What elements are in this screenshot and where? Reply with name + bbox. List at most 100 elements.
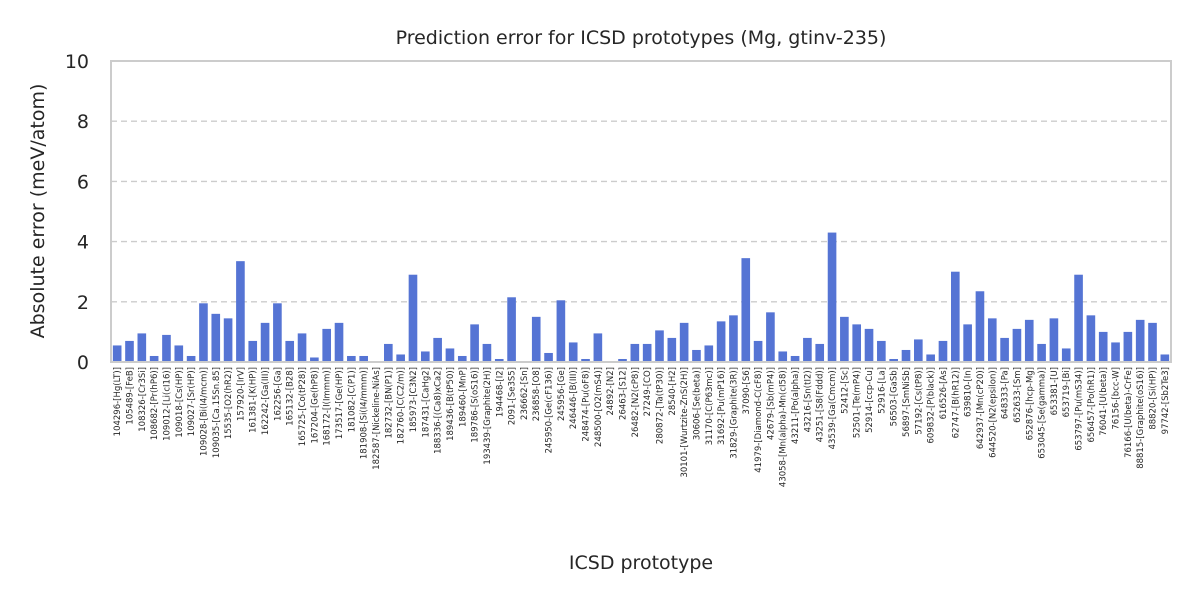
x-tick-label: 188336-[(Ca8)xCa2] [434, 367, 444, 454]
bar [766, 312, 775, 362]
chart-title: Prediction error for ICSD prototypes (Mg… [396, 27, 887, 49]
x-tick-label: 108682-[Pr(hP6)] [150, 367, 160, 440]
bar [1135, 319, 1145, 362]
bar [1098, 331, 1108, 362]
bar [137, 333, 147, 362]
x-tick-label: 52914-[ccp-Cu] [865, 367, 875, 433]
bar [162, 334, 171, 362]
bar [384, 343, 393, 362]
x-tick-label: 653381-[U] [1050, 367, 1060, 415]
bar [556, 300, 566, 362]
x-tick-label: 43058-[Mn(alpha)-Mn(cI58)] [779, 367, 789, 487]
x-tick-label: 31692-[Pu(mP16)] [717, 367, 727, 445]
y-tick-label: 10 [65, 51, 89, 73]
bar [741, 258, 751, 362]
x-tick-label: 88815-[Graphite(oS16)] [1136, 367, 1146, 469]
y-tick-label: 0 [77, 352, 89, 374]
x-tick-label: 245956-[Ge] [557, 367, 567, 421]
bar [1111, 342, 1120, 362]
x-axis-ticks: 104296-[Hg(LT)] 105489-[FeB] 108326-[Cr3Si… [113, 367, 1171, 487]
bar [889, 358, 898, 362]
x-tick-label: 56897-[SmNiSb] [902, 367, 912, 437]
bar [544, 352, 553, 362]
x-tick-label: 280872-[Ta(tP30)] [655, 367, 665, 444]
x-tick-label: 185973-[C3N2] [409, 367, 419, 432]
bar [174, 345, 184, 362]
x-tick-label: 41979-[Diamond-C(cF8)] [754, 367, 764, 473]
x-tick-label: 165725-[Co(tP28)] [298, 367, 308, 446]
grid-lines [111, 120, 1171, 303]
bar [408, 274, 418, 362]
x-tick-label: 165132-[B28] [286, 367, 296, 426]
x-tick-label: 109035-[Ca.15Sn.85] [212, 367, 222, 458]
x-tick-label: 97742-[Sb2Te3] [1161, 367, 1171, 434]
x-tick-label: 52412-[Sc] [840, 367, 850, 414]
bar [679, 322, 689, 362]
y-axis-ticks: 0 2 4 6 8 10 [65, 51, 89, 374]
x-tick-label: 653719-[Bi] [1062, 367, 1072, 417]
bar [457, 355, 467, 362]
bar [297, 333, 307, 362]
bar [950, 271, 960, 362]
x-tick-label: 189786-[S(oS16)] [471, 367, 481, 443]
bar [1012, 328, 1022, 362]
x-tick-label: 187431-[CaHg2] [421, 367, 431, 438]
bar [260, 322, 270, 362]
bar [926, 354, 935, 362]
bar [581, 358, 590, 362]
x-tick-label: 652876-[hcp-Mg] [1025, 367, 1035, 440]
x-tick-label: 648333-[Pa] [1001, 367, 1011, 419]
x-tick-label: 109018-[Cs(HP)] [175, 367, 185, 438]
bar [1086, 315, 1096, 362]
x-tick-label: 644520-[N2(epsilon)] [988, 367, 998, 458]
bar [149, 355, 159, 362]
bar [827, 232, 837, 362]
y-axis-label: Absolute error (meV/atom) [27, 84, 49, 339]
x-tick-label: 37090-[S6] [742, 367, 752, 415]
x-tick-label: 15535-[O2(hR2)] [224, 367, 234, 439]
x-tick-label: 193439-[Graphite(2H)] [483, 367, 493, 465]
x-tick-label: 182587-[Nickeline-NiAs] [372, 367, 382, 470]
x-tick-label: 76041-[U(beta)] [1099, 367, 1109, 436]
bar [186, 355, 196, 362]
x-tick-label: 653045-[Se(gamma)] [1038, 367, 1048, 459]
x-tick-label: 30606-[Se(beta)] [692, 367, 702, 440]
x-tick-label: 162256-[Ga] [273, 367, 283, 421]
bar [938, 340, 948, 362]
bars [112, 232, 1170, 362]
bar [815, 343, 825, 362]
x-tick-label: 194468-[I2] [495, 367, 505, 417]
bar [1074, 274, 1083, 362]
x-tick-label: 26482-[N2(cP8)] [631, 367, 641, 437]
x-tick-label: 616526-[As] [939, 367, 949, 419]
bar [630, 343, 640, 362]
x-tick-label: 653797-[Pu(mS34)] [1075, 367, 1085, 451]
bar [470, 324, 479, 362]
bar [1000, 337, 1009, 362]
x-tick-label: 104296-[Hg(LT)] [113, 367, 123, 436]
bar [359, 355, 368, 362]
bar [334, 322, 344, 362]
x-tick-label: 52916-[La] [877, 367, 887, 414]
bar [704, 345, 714, 362]
bar [790, 355, 800, 362]
bar [494, 358, 504, 362]
x-tick-label: 168172-[I(Immm)] [323, 367, 333, 446]
bar [655, 330, 664, 362]
x-tick-label: 43211-[Po(alpha)] [791, 367, 801, 444]
bar [507, 297, 516, 362]
x-tick-label: 30101-[Wurtzite-ZnS(2H)] [680, 367, 690, 478]
x-tick-label: 28540-[H2] [668, 367, 678, 416]
x-tick-label: 27249-[CO] [643, 367, 653, 416]
bar [852, 324, 862, 362]
x-tick-label: 52501-[Te(mP4)] [853, 367, 863, 438]
x-tick-label: 639810-[In] [964, 367, 974, 417]
x-tick-label: 189460-[MnP] [458, 367, 468, 427]
x-tick-label: 656457-[Po(hR1)] [1087, 367, 1097, 443]
bar [877, 340, 886, 362]
x-tick-label: 31170-[C(P63mc)] [705, 367, 715, 445]
x-tick-label: 181908-[Si(I4/mmm)] [360, 367, 370, 459]
x-tick-label: 43251-[S8(Fddd)] [816, 367, 826, 442]
bar [420, 351, 430, 362]
